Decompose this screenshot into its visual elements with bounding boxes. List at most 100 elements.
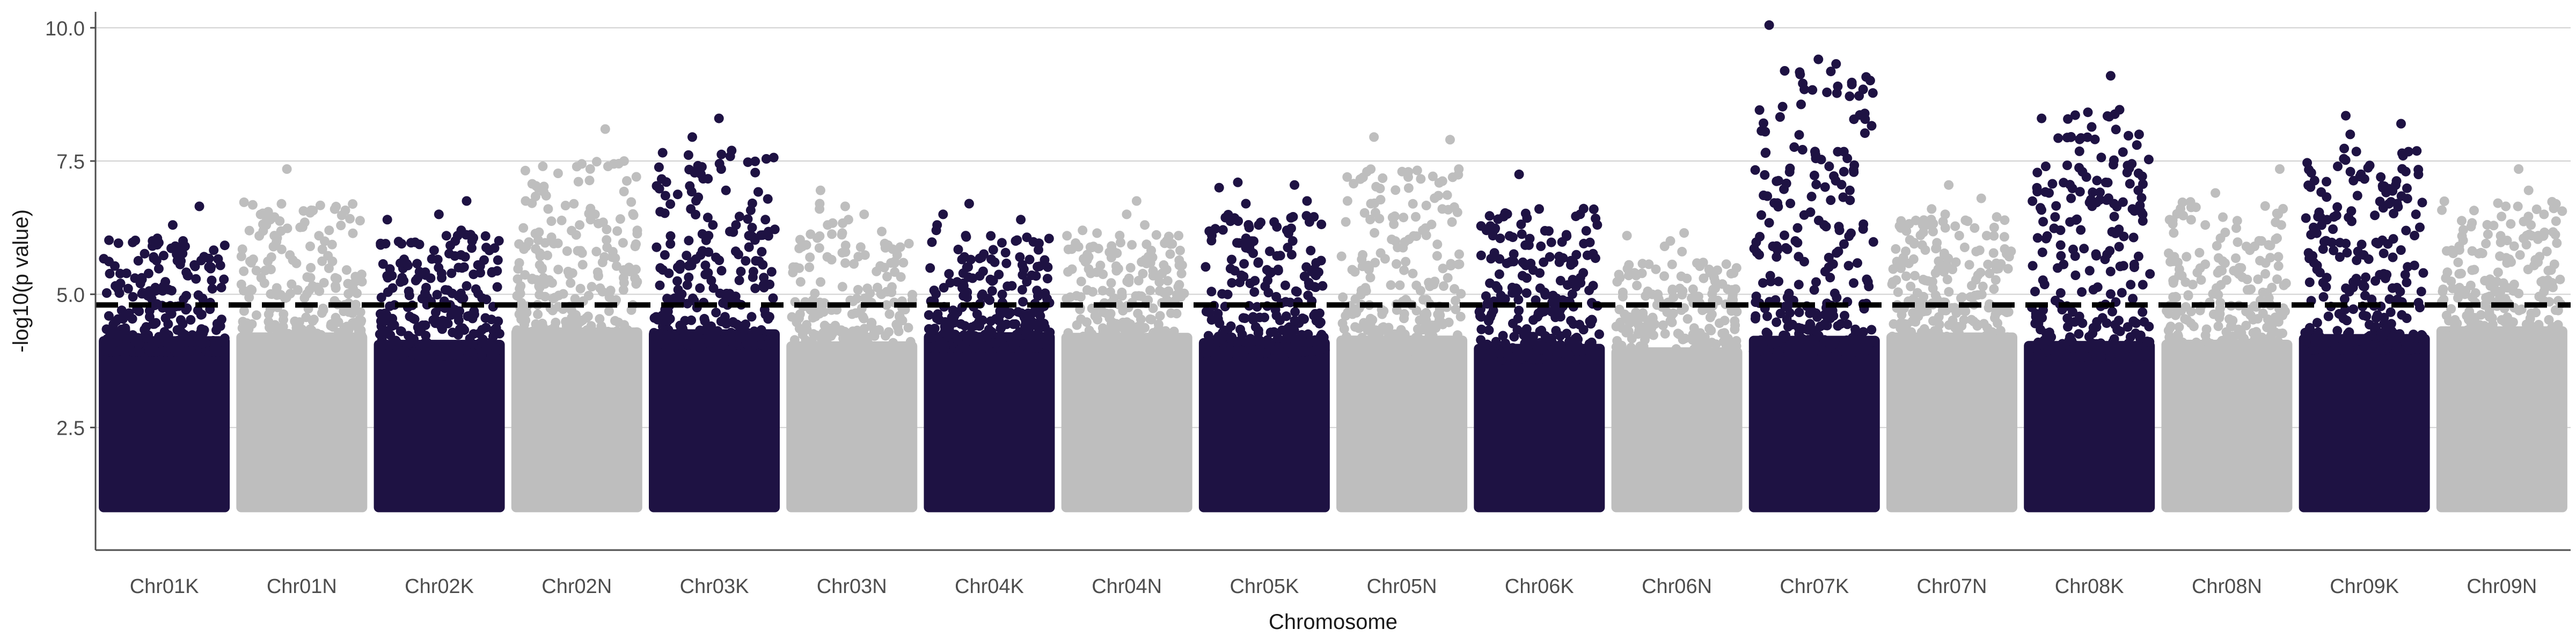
snp-point — [898, 258, 908, 268]
chromosome-points-chr05n — [1336, 132, 1467, 512]
x-tick-label: Chr04K — [955, 575, 1024, 598]
snp-point — [2332, 202, 2342, 212]
snp-point — [1390, 330, 1400, 339]
snp-point — [711, 253, 721, 262]
chromosome-points-chr06n — [1612, 228, 1743, 512]
snp-point — [997, 238, 1007, 247]
snp-point — [2092, 175, 2102, 185]
top-hit-point — [1765, 20, 1774, 30]
snp-point — [2403, 262, 2412, 272]
snp-point — [380, 326, 390, 336]
snp-point — [1145, 286, 1155, 295]
snp-point — [2103, 111, 2112, 121]
top-hit-point — [2411, 209, 2421, 219]
top-hit-point — [714, 114, 724, 123]
x-tick-label: Chr02N — [541, 575, 612, 598]
snp-point — [1077, 277, 1086, 287]
snp-point — [994, 270, 1004, 280]
snp-point — [2194, 248, 2204, 258]
x-tick-label: Chr02K — [405, 575, 474, 598]
snp-point — [2272, 274, 2282, 284]
snp-point — [750, 157, 760, 166]
snp-point — [2342, 316, 2352, 325]
dense-point-band — [1886, 332, 2017, 512]
snp-point — [1811, 326, 1820, 335]
snp-point — [2273, 252, 2283, 262]
dense-point-band — [649, 329, 780, 512]
snp-point — [999, 341, 1009, 350]
snp-point — [1007, 281, 1017, 291]
snp-point — [462, 281, 472, 291]
snp-point — [154, 264, 164, 274]
snp-point — [2341, 283, 2351, 293]
snp-point — [1629, 314, 1639, 324]
snp-point — [1578, 268, 1588, 277]
snp-point — [2174, 349, 2184, 358]
top-hit-point — [1660, 241, 1670, 251]
snp-point — [2348, 304, 2358, 314]
snp-point — [1451, 296, 1460, 305]
snp-point — [1534, 204, 1544, 214]
snp-point — [1575, 320, 1584, 330]
snp-point — [2352, 255, 2361, 265]
snp-point — [869, 325, 879, 334]
snp-point — [2214, 321, 2223, 331]
snp-point — [650, 331, 660, 341]
snp-point — [757, 247, 766, 257]
x-tick-label: Chr03N — [817, 575, 887, 598]
snp-point — [970, 321, 980, 331]
snp-point — [1450, 284, 1459, 294]
snp-point — [2040, 280, 2050, 289]
snp-point — [1352, 336, 1362, 346]
snp-point — [1233, 337, 1243, 347]
snp-point — [838, 334, 848, 343]
snp-point — [2109, 156, 2119, 165]
snp-point — [1177, 269, 1187, 279]
snp-point — [1624, 270, 1634, 280]
snp-point — [769, 153, 779, 163]
snp-point — [2082, 352, 2092, 362]
snp-point — [811, 331, 821, 340]
snp-point — [1520, 339, 1529, 348]
snp-point — [484, 341, 493, 350]
snp-point — [884, 327, 894, 337]
snp-point — [1172, 309, 1182, 318]
snp-point — [1122, 317, 1132, 327]
snp-point — [612, 226, 622, 236]
snp-point — [123, 284, 133, 294]
snp-point — [518, 223, 528, 233]
snp-point — [1245, 223, 1254, 232]
snp-point — [2231, 253, 2241, 263]
snp-point — [1807, 192, 1817, 201]
snp-point — [679, 327, 689, 337]
snp-point — [1780, 231, 1789, 240]
snp-point — [467, 236, 477, 246]
snp-point — [1573, 340, 1583, 350]
snp-point — [1522, 273, 1532, 283]
snp-point — [715, 289, 725, 298]
snp-point — [1774, 176, 1783, 186]
snp-point — [521, 166, 530, 175]
dense-point-band — [1062, 333, 1192, 512]
top-hit-point — [603, 162, 613, 171]
snp-point — [1076, 314, 1086, 324]
snp-point — [239, 306, 249, 316]
snp-point — [1162, 265, 1172, 274]
snp-point — [155, 285, 164, 295]
snp-point — [514, 239, 524, 249]
snp-point — [2348, 277, 2358, 287]
snp-point — [2219, 351, 2229, 361]
snp-point — [1867, 121, 1877, 130]
snp-point — [1893, 287, 1903, 297]
snp-point — [1370, 258, 1380, 267]
top-hit-point — [152, 233, 162, 243]
snp-point — [1239, 272, 1248, 281]
top-hit-point — [575, 220, 584, 230]
snp-point — [984, 325, 994, 334]
snp-point — [1960, 342, 1970, 352]
snp-point — [429, 245, 439, 255]
snp-point — [2262, 323, 2272, 332]
snp-point — [2403, 194, 2412, 203]
snp-point — [2267, 283, 2277, 292]
snp-point — [672, 276, 682, 286]
